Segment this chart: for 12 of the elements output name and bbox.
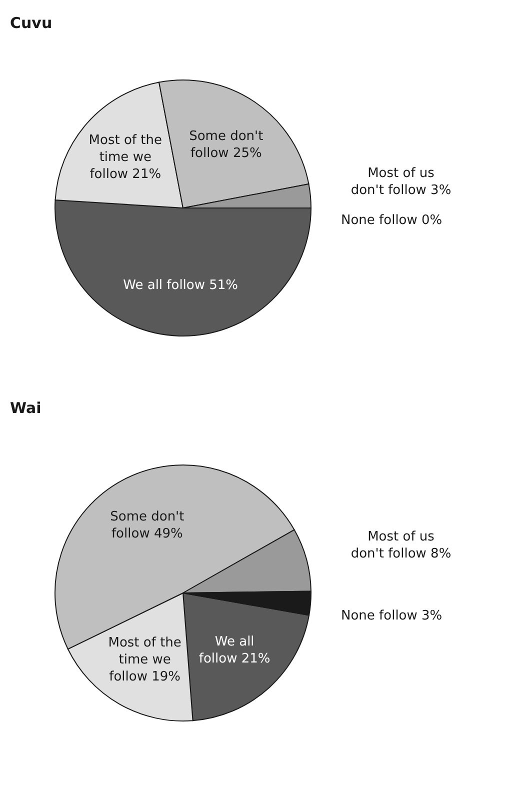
slice-label: None follow 3% (341, 608, 442, 623)
slice-label: Some don't follow 25% (189, 128, 264, 161)
slice-label: Most of the time we follow 21% (88, 132, 162, 182)
category-label: None follow 0% (341, 212, 442, 228)
slice-label: Some don't follow 49% (110, 509, 184, 542)
slice-label: We all follow 51% (123, 277, 238, 292)
slice-label: We all follow 21% (198, 634, 270, 666)
slice-label: Most of us don't follow 3% (350, 166, 452, 198)
slice-label: Most of the time we follow 19% (108, 635, 182, 684)
chart-title: Cuvu (10, 14, 52, 32)
chart-title: Wai (10, 399, 42, 417)
slice-label: Most of us don't follow 8% (350, 528, 452, 561)
